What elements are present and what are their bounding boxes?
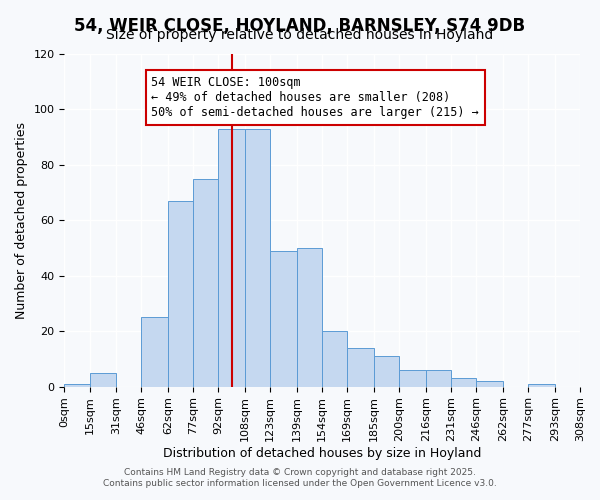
Bar bbox=[528, 384, 555, 386]
Text: 54 WEIR CLOSE: 100sqm
← 49% of detached houses are smaller (208)
50% of semi-det: 54 WEIR CLOSE: 100sqm ← 49% of detached … bbox=[151, 76, 479, 119]
Bar bbox=[168, 201, 193, 386]
Text: Contains HM Land Registry data © Crown copyright and database right 2025.
Contai: Contains HM Land Registry data © Crown c… bbox=[103, 468, 497, 487]
Bar bbox=[271, 251, 297, 386]
X-axis label: Distribution of detached houses by size in Hoyland: Distribution of detached houses by size … bbox=[163, 447, 481, 460]
Text: Size of property relative to detached houses in Hoyland: Size of property relative to detached ho… bbox=[106, 28, 494, 42]
Bar bbox=[193, 178, 218, 386]
Bar bbox=[451, 378, 476, 386]
Bar bbox=[218, 129, 245, 386]
Bar bbox=[426, 370, 451, 386]
Bar bbox=[347, 348, 374, 387]
Y-axis label: Number of detached properties: Number of detached properties bbox=[15, 122, 28, 319]
Bar bbox=[89, 372, 116, 386]
Bar bbox=[245, 129, 271, 386]
Text: 54, WEIR CLOSE, HOYLAND, BARNSLEY, S74 9DB: 54, WEIR CLOSE, HOYLAND, BARNSLEY, S74 9… bbox=[74, 18, 526, 36]
Bar bbox=[297, 248, 322, 386]
Bar bbox=[399, 370, 426, 386]
Bar bbox=[374, 356, 399, 386]
Bar bbox=[64, 384, 89, 386]
Bar bbox=[322, 331, 347, 386]
Bar bbox=[476, 381, 503, 386]
Bar bbox=[142, 318, 168, 386]
